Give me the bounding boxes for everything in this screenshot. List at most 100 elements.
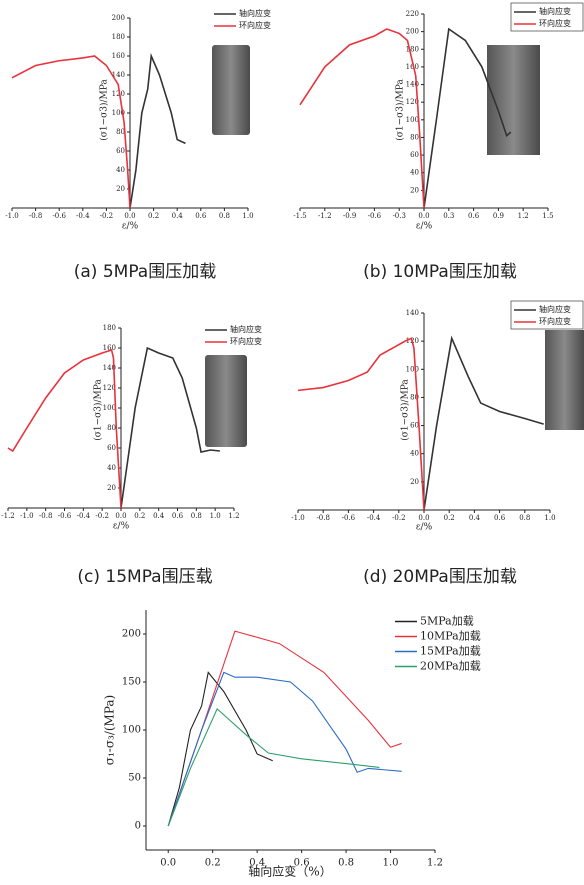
- x-tick-label: 0.0: [418, 514, 429, 522]
- x-tick-label: -1.2: [318, 212, 332, 220]
- x-tick-label: -0.2: [392, 514, 406, 522]
- x-tick-label: -0.6: [368, 212, 382, 220]
- y-tick-label: 80: [107, 424, 116, 432]
- data-line: [11, 55, 131, 209]
- x-tick-label: -0.4: [77, 512, 91, 520]
- x-tick-label: 0.9: [493, 212, 504, 220]
- y-tick-label: 140: [103, 364, 116, 372]
- x-axis-label: ε/%: [113, 522, 130, 532]
- data-line: [120, 346, 220, 509]
- x-tick-label: 0.6: [468, 212, 480, 220]
- legend-box: [510, 2, 584, 32]
- y-tick-label: 180: [406, 45, 419, 53]
- x-axis-label: ε/%: [122, 222, 139, 232]
- x-tick-label: 0.4: [172, 212, 184, 220]
- data-line: [7, 348, 122, 509]
- y-tick-label: 160: [112, 52, 125, 60]
- x-tick-label: 1.5: [542, 212, 553, 220]
- x-tick-label: 0.0: [418, 212, 429, 220]
- x-axis-label: ε/%: [416, 523, 433, 533]
- y-tick-label: 200: [122, 629, 141, 640]
- y-tick-label: 200: [112, 14, 125, 22]
- y-tick-label: 160: [103, 344, 116, 352]
- caption: (c) 15MPa围压载: [77, 567, 212, 587]
- data-line: [167, 630, 402, 827]
- x-tick-label: 0.8: [219, 212, 230, 220]
- y-tick-label: 160: [406, 63, 419, 71]
- y-tick-label: 40: [410, 169, 419, 177]
- y-tick-label: 140: [406, 309, 419, 317]
- x-tick-label: 1.0: [242, 212, 253, 220]
- y-tick-label: 20: [107, 484, 116, 492]
- legend-label: 轴向应变: [539, 304, 571, 314]
- legend-label: 环向应变: [239, 20, 271, 30]
- legend-label: 环向应变: [539, 316, 571, 326]
- y-axis-label: (σ1−σ3)/MPa: [93, 379, 104, 441]
- y-tick-label: 60: [107, 444, 116, 452]
- x-tick-label: 0.6: [172, 512, 184, 520]
- y-tick-label: 100: [122, 725, 141, 736]
- x-tick-label: -0.3: [392, 212, 406, 220]
- y-tick-label: 120: [406, 98, 419, 106]
- caption: (b) 10MPa围压加载: [363, 262, 517, 282]
- x-tick-label: 1.2: [427, 858, 443, 869]
- y-tick-label: 140: [112, 71, 125, 79]
- x-tick-label: -0.6: [342, 514, 356, 522]
- x-tick-label: 0.4: [469, 514, 481, 522]
- x-tick-label: 0.8: [519, 514, 530, 522]
- x-tick-label: -1.0: [20, 512, 34, 520]
- x-tick-label: -0.8: [39, 512, 53, 520]
- legend-label: 20MPa加载: [420, 660, 481, 673]
- data-line: [167, 707, 380, 827]
- x-tick-label: -1.5: [293, 212, 307, 220]
- x-axis-label: ε/%: [416, 222, 433, 232]
- y-tick-label: 140: [406, 81, 419, 89]
- y-tick-label: 200: [406, 28, 419, 36]
- x-tick-label: 1.0: [383, 858, 399, 869]
- legend-label: 10MPa加载: [420, 630, 481, 643]
- data-line: [423, 335, 544, 511]
- y-tick-label: 60: [116, 147, 125, 155]
- x-tick-label: -0.4: [76, 212, 90, 220]
- y-tick-label: 120: [112, 90, 125, 98]
- y-tick-label: 80: [410, 393, 419, 401]
- y-tick-label: 80: [410, 133, 419, 141]
- caption: (d) 20MPa围压加载: [363, 567, 517, 587]
- x-tick-label: 1.2: [228, 512, 239, 520]
- y-tick-label: 100: [406, 365, 419, 373]
- x-tick-label: -0.2: [100, 212, 114, 220]
- x-tick-label: 0.8: [338, 858, 354, 869]
- caption: (a) 5MPa围压加载: [74, 262, 216, 282]
- y-axis-label: (σ1−σ3)/MPa: [400, 379, 411, 441]
- y-tick-label: 20: [410, 478, 419, 486]
- legend-label: 轴向应变: [230, 324, 262, 334]
- x-tick-label: -1.2: [1, 512, 15, 520]
- x-tick-label: 0.6: [494, 514, 506, 522]
- data-line: [167, 671, 273, 827]
- specimen-photo: [205, 355, 247, 447]
- x-tick-label: 0.2: [148, 212, 159, 220]
- y-tick-label: 180: [103, 324, 116, 332]
- data-line: [167, 671, 402, 827]
- x-tick-label: -0.6: [58, 512, 72, 520]
- x-tick-label: -1.0: [291, 514, 305, 522]
- legend-label: 环向应变: [539, 18, 571, 28]
- y-tick-label: 40: [107, 464, 116, 472]
- x-tick-label: -0.6: [52, 212, 66, 220]
- y-tick-label: 180: [112, 33, 125, 41]
- y-tick-label: 60: [410, 151, 419, 159]
- legend-label: 环向应变: [230, 336, 262, 346]
- y-tick-label: 20: [410, 186, 419, 194]
- x-tick-label: 0.2: [134, 512, 145, 520]
- legend-label: 5MPa加载: [420, 615, 474, 628]
- x-tick-label: 0.2: [444, 514, 455, 522]
- y-tick-label: 20: [116, 185, 125, 193]
- legend-label: 轴向应变: [539, 6, 571, 16]
- data-line: [129, 52, 186, 209]
- data-line: [423, 27, 512, 209]
- y-tick-label: 40: [410, 450, 419, 458]
- legend-box: [510, 300, 584, 330]
- x-tick-label: 0.0: [124, 212, 135, 220]
- x-tick-label: 0.4: [153, 512, 165, 520]
